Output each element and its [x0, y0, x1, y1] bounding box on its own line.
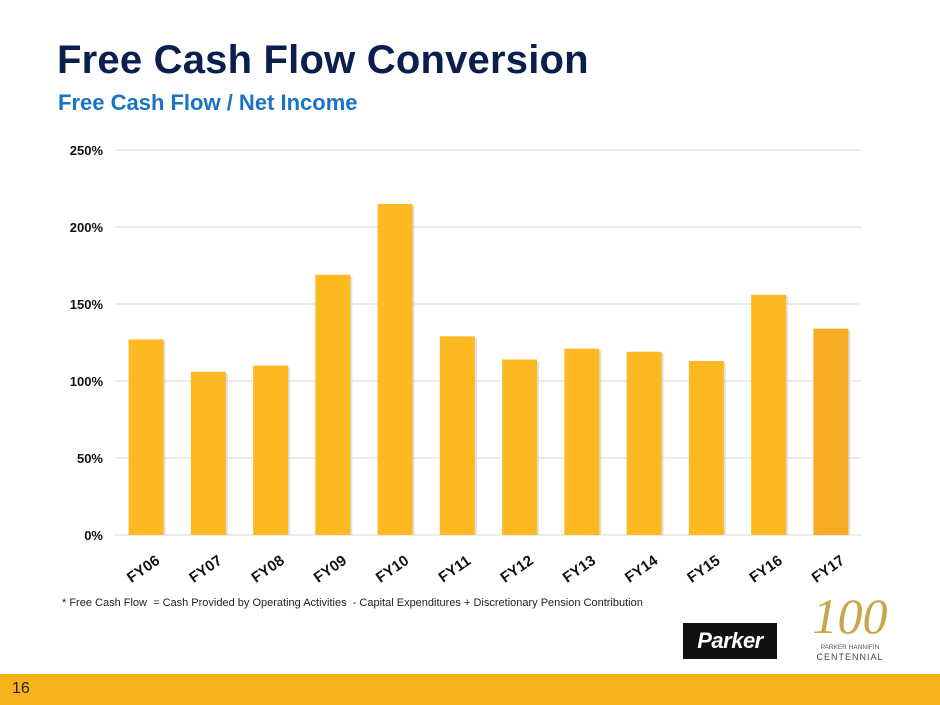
page-number: 16	[12, 680, 30, 697]
svg-text:100: 100	[813, 588, 888, 644]
bar	[377, 203, 413, 535]
x-tick-label: FY08	[248, 552, 287, 586]
y-tick-label: 200%	[70, 220, 104, 235]
bar	[813, 328, 849, 535]
bar	[564, 348, 600, 535]
x-tick-label: FY14	[622, 552, 662, 587]
bar	[751, 294, 787, 535]
x-tick-label: FY13	[560, 552, 599, 586]
x-tick-label: FY12	[497, 552, 536, 586]
x-tick-label: FY10	[373, 552, 412, 586]
bar	[439, 336, 475, 535]
x-tick-label: FY07	[186, 552, 225, 586]
parker-logo: Parker	[683, 623, 777, 659]
bar-chart: 0% 50% 100% 150% 200% 250% FY06 FY07 FY08 FY09 FY1…	[70, 143, 862, 587]
y-tick-label: 0%	[84, 528, 103, 543]
page-title: Free Cash Flow Conversion	[57, 38, 589, 82]
y-tick-label: 250%	[70, 143, 104, 158]
y-tick-label: 50%	[77, 451, 103, 466]
footnote: * Free Cash Flow = Cash Provided by Oper…	[62, 597, 643, 609]
page-subtitle: Free Cash Flow / Net Income	[58, 90, 358, 115]
footer-bar	[0, 674, 940, 705]
y-tick-label: 150%	[70, 297, 104, 312]
centennial-logo: 100 PARKER HANNIFIN CENTENNIAL	[813, 588, 888, 662]
bar	[315, 274, 351, 535]
y-tick-label: 100%	[70, 374, 104, 389]
x-tick-label: FY16	[746, 552, 785, 586]
x-tick-label: FY17	[809, 552, 848, 586]
x-tick-label: FY15	[684, 552, 723, 586]
bar	[190, 371, 226, 535]
x-tick-label: FY11	[436, 552, 474, 586]
svg-text:CENTENNIAL: CENTENNIAL	[816, 652, 883, 662]
bar	[502, 359, 538, 535]
bar	[688, 360, 724, 535]
bar	[626, 351, 662, 535]
bar	[253, 365, 289, 535]
x-tick-label: FY06	[124, 552, 163, 586]
bar	[128, 339, 164, 535]
svg-text:PARKER HANNIFIN: PARKER HANNIFIN	[821, 644, 880, 651]
x-tick-label: FY09	[311, 552, 350, 586]
